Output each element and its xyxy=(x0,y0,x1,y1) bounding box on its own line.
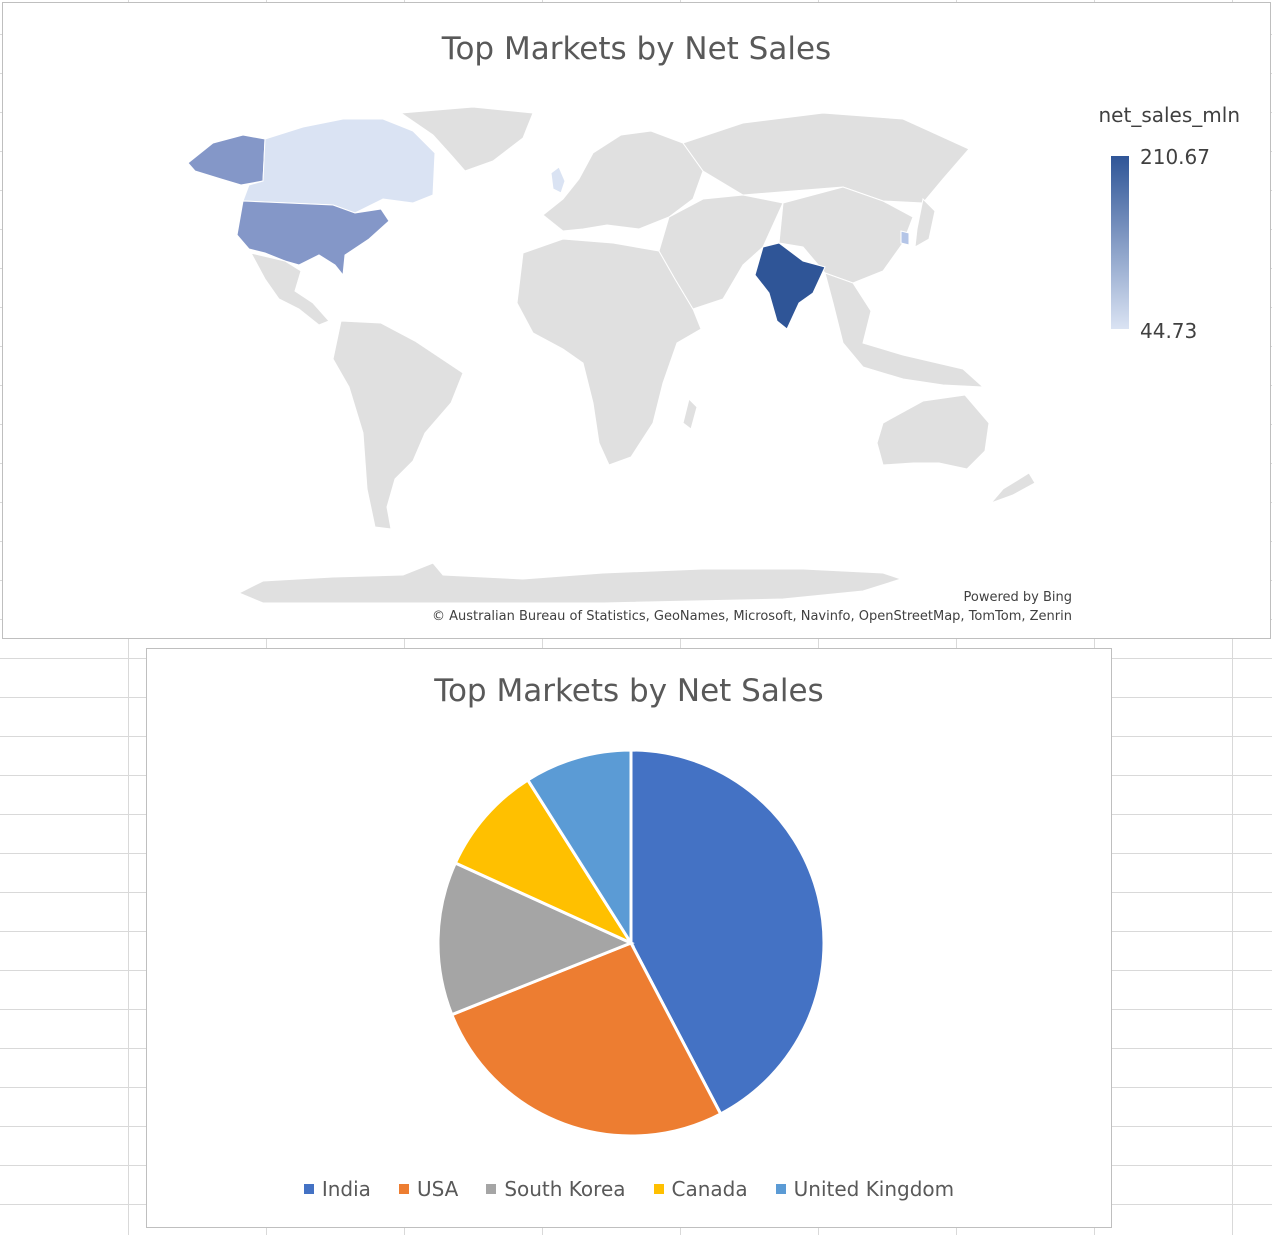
region-india xyxy=(754,242,826,330)
region-north-asia xyxy=(682,112,970,204)
pie-plot xyxy=(436,748,826,1138)
legend-label: India xyxy=(321,1177,371,1201)
legend-label: USA xyxy=(416,1177,459,1201)
region-madagascar xyxy=(682,398,698,430)
legend-item-canada[interactable]: Canada xyxy=(653,1177,748,1201)
legend-swatch xyxy=(653,1184,664,1194)
legend-item-united-kingdom[interactable]: United Kingdom xyxy=(775,1177,955,1201)
pie-slice-canada[interactable] xyxy=(453,777,635,947)
pie-chart[interactable]: Top Markets by Net Sales India USA South K… xyxy=(146,648,1112,1228)
world-map xyxy=(187,106,1036,604)
pie-slice-south-korea[interactable] xyxy=(436,861,635,1017)
region-greenland xyxy=(399,106,534,172)
map-legend-max: 210.67 xyxy=(1140,145,1210,169)
legend-swatch xyxy=(303,1184,314,1194)
region-alaska xyxy=(187,134,266,186)
region-south-america xyxy=(332,320,464,530)
region-east-asia xyxy=(778,186,914,284)
map-legend-gradient xyxy=(1111,156,1129,329)
region-central-america xyxy=(250,252,330,326)
legend-label: Canada xyxy=(671,1177,748,1201)
legend-label: South Korea xyxy=(504,1177,626,1201)
pie-chart-title: Top Markets by Net Sales xyxy=(434,673,824,709)
pie-slice-india[interactable] xyxy=(629,748,826,1116)
map-legend-min: 44.73 xyxy=(1140,319,1198,343)
map-chart-title: Top Markets by Net Sales xyxy=(441,31,832,67)
map-chart[interactable]: Top Markets by Net Sales xyxy=(2,2,1271,639)
pie-slice-usa[interactable] xyxy=(449,941,723,1138)
legend-item-usa[interactable]: USA xyxy=(398,1177,459,1201)
region-canada xyxy=(242,118,436,214)
legend-label: United Kingdom xyxy=(793,1177,955,1201)
region-southeast-asia xyxy=(824,272,985,388)
map-legend-title: net_sales_mln xyxy=(1098,103,1241,127)
legend-swatch xyxy=(775,1184,786,1194)
legend-item-india[interactable]: India xyxy=(303,1177,371,1201)
map-attribution-credits: © Australian Bureau of Statistics, GeoNa… xyxy=(431,609,1072,624)
region-japan xyxy=(914,197,936,248)
pie-legend: India USA South Korea Canada United Kingdom xyxy=(147,1177,1111,1201)
region-antarctica xyxy=(237,562,903,604)
legend-swatch xyxy=(398,1184,409,1194)
region-australia xyxy=(876,394,990,470)
region-usa xyxy=(236,200,390,277)
pie-slice-united-kingdom[interactable] xyxy=(525,748,633,949)
legend-item-south-korea[interactable]: South Korea xyxy=(486,1177,626,1201)
region-uk xyxy=(550,166,566,194)
region-new-zealand xyxy=(989,472,1036,505)
region-south-korea xyxy=(900,230,910,246)
legend-swatch xyxy=(486,1184,497,1194)
map-attribution-bing: Powered by Bing xyxy=(963,590,1072,605)
